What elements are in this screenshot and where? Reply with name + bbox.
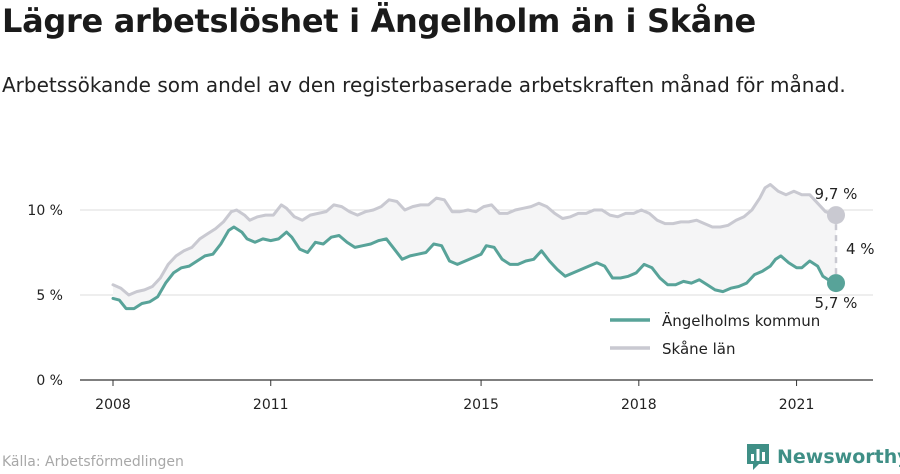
end-marker-skane [827, 206, 845, 225]
end-annotations: 9,7 % 5,7 % 4 % [815, 185, 875, 312]
line-chart: 2008 2011 2015 2018 2021 0 % 5 % 10 % 9,7 % 5,7… [27, 183, 875, 413]
bar-chart-logo-icon [747, 444, 769, 470]
brand-name: Newsworthy [777, 446, 900, 468]
end-marker-angelholm [827, 274, 845, 293]
legend-label: Skåne län [662, 340, 736, 358]
brand-logo[interactable]: Newsworthy [745, 440, 900, 474]
chart-subtitle: Arbetssökande som andel av den registerb… [2, 73, 846, 97]
x-axis-ticks: 2008 2011 2015 2018 2021 [95, 380, 814, 413]
source-note: Källa: Arbetsförmedlingen [2, 454, 184, 470]
x-tick-label: 2021 [779, 397, 815, 413]
x-tick-label: 2018 [621, 397, 657, 413]
y-tick-label: 5 % [36, 288, 63, 304]
end-label-skane: 9,7 % [815, 185, 858, 203]
gap-area [113, 184, 836, 309]
x-tick-label: 2008 [95, 397, 131, 413]
series-lines [111, 183, 838, 311]
end-label-angelholm: 5,7 % [815, 294, 858, 312]
y-tick-label: 10 % [27, 203, 63, 219]
x-tick-label: 2015 [463, 397, 499, 413]
chart-title: Lägre arbetslöshet i Ängelholm än i Skån… [2, 2, 756, 40]
legend-label: Ängelholms kommun [662, 311, 820, 330]
y-tick-label: 0 % [36, 373, 63, 389]
y-axis-ticks: 0 % 5 % 10 % [27, 203, 63, 389]
series-line-skane [111, 183, 838, 297]
legend: Ängelholms kommun Skåne län [610, 311, 820, 358]
x-tick-label: 2011 [253, 397, 289, 413]
gap-label: 4 % [846, 240, 875, 258]
series-line-angelholm [111, 225, 838, 311]
